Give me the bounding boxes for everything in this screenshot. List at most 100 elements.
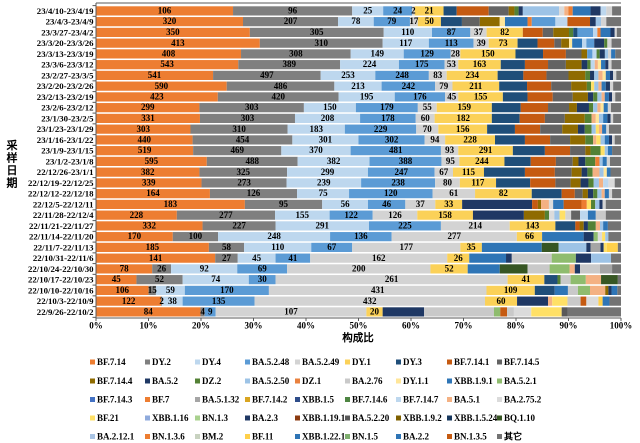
svg-text:109: 109 [504, 285, 518, 295]
svg-text:26: 26 [157, 264, 167, 274]
svg-text:70: 70 [423, 124, 433, 134]
svg-text:225: 225 [398, 221, 412, 231]
svg-text:84: 84 [144, 307, 154, 317]
svg-text:299: 299 [321, 167, 335, 177]
svg-text:37: 37 [416, 199, 426, 209]
svg-text:159: 159 [458, 102, 472, 112]
svg-text:78: 78 [120, 264, 130, 274]
svg-text:590: 590 [155, 81, 169, 91]
svg-text:122: 122 [344, 210, 358, 220]
svg-text:92: 92 [200, 264, 210, 274]
svg-text:117: 117 [471, 178, 485, 188]
svg-text:BA.5.2: BA.5.2 [152, 376, 179, 386]
svg-text:BA.5.1: BA.5.1 [454, 395, 481, 405]
svg-text:XBB.1.19.1: XBB.1.19.1 [302, 413, 346, 423]
svg-text:93: 93 [445, 145, 455, 155]
svg-text:23/2/13-23/2/19: 23/2/13-23/2/19 [37, 92, 94, 102]
svg-text:BF.7.14.5: BF.7.14.5 [504, 357, 540, 367]
svg-text:60: 60 [421, 113, 431, 123]
svg-text:519: 519 [138, 145, 152, 155]
svg-text:248: 248 [267, 231, 281, 241]
svg-text:期: 期 [7, 176, 18, 190]
svg-text:BN.1.3: BN.1.3 [202, 413, 229, 423]
svg-text:17: 17 [409, 16, 419, 26]
svg-text:22/12/12-22/12/18: 22/12/12-22/12/18 [28, 189, 94, 199]
svg-text:122: 122 [122, 296, 136, 306]
svg-text:239: 239 [317, 178, 331, 188]
svg-text:BA.5.2.1: BA.5.2.1 [504, 376, 537, 386]
svg-text:79: 79 [439, 81, 449, 91]
svg-text:90%: 90% [560, 321, 578, 331]
svg-text:234: 234 [465, 70, 479, 80]
svg-text:339: 339 [142, 178, 156, 188]
svg-text:179: 179 [380, 102, 394, 112]
svg-text:23/1/16-23/1/22: 23/1/16-23/1/22 [37, 135, 94, 145]
svg-text:采: 采 [6, 138, 19, 152]
svg-text:305: 305 [310, 27, 324, 37]
svg-text:213: 213 [351, 81, 365, 91]
svg-text:XBB.1.5: XBB.1.5 [302, 395, 335, 405]
svg-text:BF.7.14.2: BF.7.14.2 [252, 395, 288, 405]
svg-text:DZ.1: DZ.1 [302, 376, 322, 386]
svg-text:242: 242 [402, 81, 416, 91]
svg-text:22/11/14-22/11/20: 22/11/14-22/11/20 [29, 232, 94, 242]
svg-text:22/10/24-22/10/30: 22/10/24-22/10/30 [28, 264, 94, 274]
svg-text:22/11/28-22/12/4: 22/11/28-22/12/4 [33, 210, 94, 220]
svg-text:207: 207 [284, 16, 298, 26]
svg-text:BF.7.14.1: BF.7.14.1 [454, 357, 490, 367]
svg-text:45: 45 [447, 92, 457, 102]
svg-text:208: 208 [321, 113, 335, 123]
svg-text:DY.1: DY.1 [352, 357, 371, 367]
svg-text:23/3/20-23/3/26: 23/3/20-23/3/26 [37, 38, 94, 48]
svg-text:BF.7.14: BF.7.14 [97, 357, 126, 367]
svg-text:80: 80 [443, 178, 453, 188]
svg-text:350: 350 [166, 27, 180, 37]
svg-text:35: 35 [467, 242, 477, 252]
svg-text:20%: 20% [192, 321, 210, 331]
svg-text:BF.7.14.4: BF.7.14.4 [97, 376, 133, 386]
svg-text:78: 78 [351, 16, 361, 26]
svg-text:277: 277 [219, 210, 233, 220]
svg-text:55: 55 [423, 102, 433, 112]
svg-text:176: 176 [413, 92, 427, 102]
svg-text:303: 303 [245, 102, 259, 112]
svg-text:481: 481 [389, 145, 403, 155]
svg-text:66: 66 [525, 231, 535, 241]
svg-text:BA.5.2.48: BA.5.2.48 [252, 357, 290, 367]
svg-text:9: 9 [208, 307, 213, 317]
svg-text:BA.2.75.2: BA.2.75.2 [504, 395, 542, 405]
svg-text:样: 样 [7, 151, 18, 165]
svg-text:23/1/23-23/1/29: 23/1/23-23/1/29 [37, 124, 94, 134]
svg-text:39: 39 [477, 38, 487, 48]
svg-text:299: 299 [141, 102, 155, 112]
svg-text:23/3/13-23/3/19: 23/3/13-23/3/19 [37, 49, 94, 59]
svg-text:DY.2: DY.2 [152, 357, 171, 367]
svg-text:80%: 80% [507, 321, 525, 331]
svg-text:27: 27 [222, 253, 232, 263]
svg-text:52: 52 [445, 264, 455, 274]
svg-text:22/11/21-22/11/27: 22/11/21-22/11/27 [29, 221, 94, 231]
svg-text:388: 388 [399, 156, 413, 166]
svg-text:320: 320 [163, 16, 177, 26]
svg-text:107: 107 [284, 307, 298, 317]
svg-text:136: 136 [354, 231, 368, 241]
svg-text:50%: 50% [350, 321, 368, 331]
svg-text:23/3/6-23/3/12: 23/3/6-23/3/12 [41, 60, 94, 70]
svg-text:420: 420 [271, 92, 285, 102]
svg-text:XBB.1.16: XBB.1.16 [152, 413, 189, 423]
svg-text:150: 150 [323, 102, 337, 112]
svg-text:日: 日 [7, 164, 18, 177]
svg-text:170: 170 [220, 285, 234, 295]
svg-text:4: 4 [200, 307, 205, 317]
svg-text:141: 141 [149, 253, 163, 263]
svg-text:382: 382 [327, 156, 341, 166]
svg-text:XBB.1.9.1: XBB.1.9.1 [454, 376, 493, 386]
svg-text:22/12/19-22/12/25: 22/12/19-22/12/25 [28, 178, 94, 188]
svg-text:38: 38 [168, 296, 178, 306]
svg-text:23/1/9-23/1/15: 23/1/9-23/1/15 [41, 146, 94, 156]
svg-text:60: 60 [497, 296, 507, 306]
svg-text:253: 253 [341, 70, 355, 80]
svg-text:87: 87 [447, 27, 457, 37]
svg-text:110: 110 [271, 242, 285, 252]
svg-text:543: 543 [160, 59, 174, 69]
